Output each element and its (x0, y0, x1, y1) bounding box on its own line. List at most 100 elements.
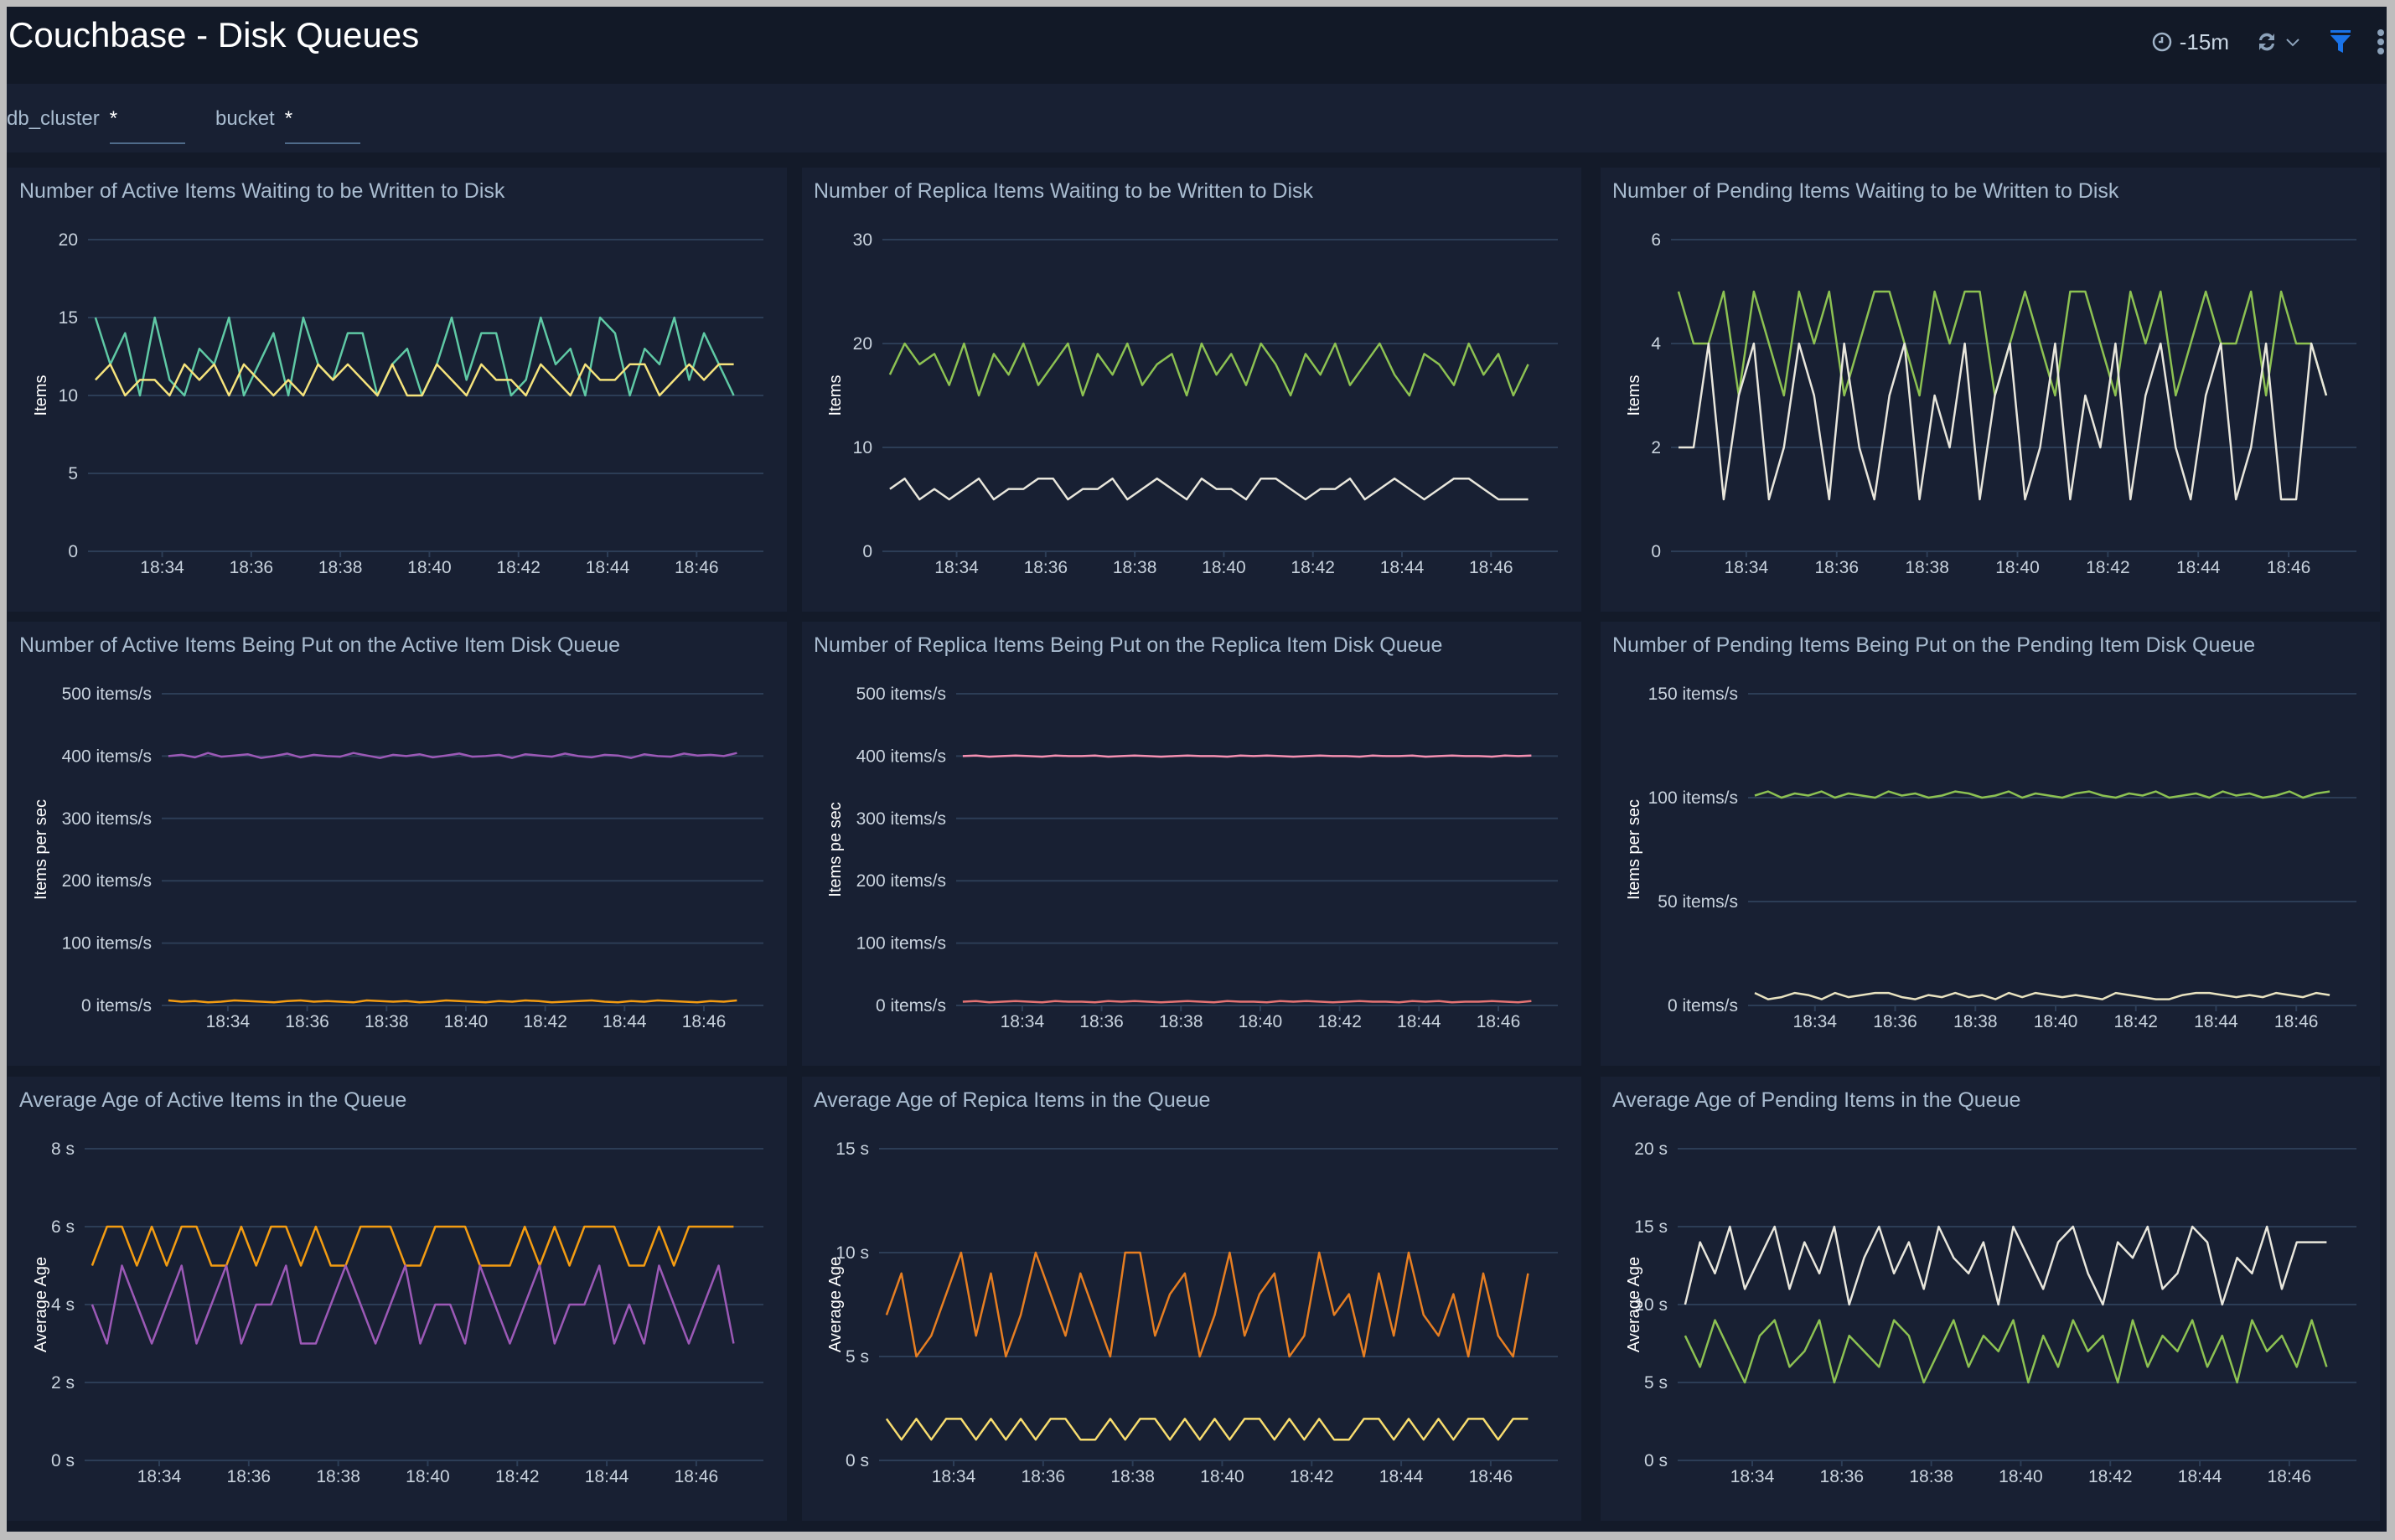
x-tick-label: 18:40 (1999, 1467, 2043, 1486)
x-tick-label: 18:36 (1814, 558, 1859, 577)
x-tick-label: 18:36 (227, 1467, 272, 1486)
panel-title: Average Age of Repica Items in the Queue (814, 1088, 1211, 1112)
x-tick-label: 18:40 (1995, 558, 2040, 577)
y-tick-label: 5 s (846, 1347, 869, 1367)
chart-panel[interactable]: Number of Pending Items Being Put on the… (1601, 622, 2380, 1066)
more-vertical-icon[interactable] (2375, 28, 2387, 56)
y-tick-label: 50 items/s (1658, 892, 1738, 912)
series-line-2[interactable] (1684, 1319, 2328, 1384)
x-tick-label: 18:40 (406, 1467, 450, 1486)
chart-panel[interactable]: Number of Pending Items Waiting to be Wr… (1601, 168, 2380, 612)
y-tick-label: 5 (68, 464, 78, 483)
y-tick-label: 20 (853, 334, 872, 354)
series-line-2[interactable] (962, 1000, 1532, 1004)
series-line-2[interactable] (94, 363, 734, 397)
series-line-2[interactable] (91, 1264, 735, 1345)
y-tick-label: 4 (1651, 334, 1661, 354)
series-line-1[interactable] (962, 754, 1532, 758)
y-axis-label: Average Age (1625, 1257, 1643, 1352)
series-line-2[interactable] (168, 999, 737, 1004)
y-tick-label: 150 items/s (1648, 685, 1738, 704)
chart-panel[interactable]: Number of Active Items Being Put on the … (8, 622, 787, 1066)
refresh-icon (2259, 33, 2274, 51)
panel-title: Number of Replica Items Being Put on the… (814, 633, 1443, 657)
series-line-1[interactable] (1754, 790, 2330, 799)
filter-icon[interactable] (2328, 29, 2353, 54)
filter-bar: db_cluster * bucket * (7, 84, 2387, 152)
y-tick-label: 400 items/s (62, 747, 152, 766)
series-line-1[interactable] (1684, 1225, 2327, 1306)
chart-panel[interactable]: Average Age of Repica Items in the Queue… (802, 1077, 1581, 1521)
x-tick-label: 18:44 (2194, 1012, 2238, 1031)
x-tick-label: 18:38 (1905, 558, 1949, 577)
filter-bucket[interactable]: bucket * (215, 107, 360, 144)
line-chart: 0 10 20 30 18:34 18:36 18:38 18:40 18:42 18:44 18:… (826, 230, 1558, 577)
x-tick-label: 18:44 (585, 1467, 629, 1486)
chevron-down-icon (2286, 39, 2299, 47)
y-tick-label: 0 items/s (81, 996, 152, 1015)
series-line-1[interactable] (888, 342, 1529, 397)
x-tick-label: 18:36 (285, 1012, 329, 1031)
chart-panel[interactable]: Number of Replica Items Waiting to be Wr… (802, 168, 1581, 612)
time-range-button[interactable]: -15m (2151, 29, 2229, 55)
x-tick-label: 18:40 (407, 558, 452, 577)
y-tick-label: 5 s (1644, 1373, 1668, 1393)
y-tick-label: 30 (853, 230, 872, 250)
x-tick-label: 18:42 (2113, 1012, 2158, 1031)
series-line-1[interactable] (94, 316, 735, 397)
x-tick-label: 18:46 (2267, 558, 2311, 577)
x-tick-label: 18:34 (1792, 1012, 1837, 1031)
x-tick-label: 18:44 (586, 558, 630, 577)
series-line-1[interactable] (91, 1225, 734, 1267)
x-tick-label: 18:42 (1291, 558, 1335, 577)
y-axis-label: Items (826, 375, 845, 416)
x-tick-label: 18:34 (1001, 1012, 1045, 1031)
x-tick-label: 18:46 (1469, 558, 1513, 577)
series-line-1[interactable] (168, 752, 737, 759)
y-tick-label: 10 s (1634, 1295, 1668, 1315)
y-tick-label: 20 s (1634, 1139, 1668, 1159)
clock-icon (2152, 32, 2171, 52)
x-tick-label: 18:46 (2268, 1467, 2312, 1486)
panel-title: Number of Pending Items Being Put on the… (1612, 633, 2256, 657)
chart-panel[interactable]: Average Age of Active Items in the Queue… (8, 1077, 787, 1521)
x-tick-label: 18:38 (1159, 1012, 1203, 1031)
y-tick-label: 10 (853, 438, 872, 457)
x-tick-label: 18:42 (495, 1467, 540, 1486)
x-tick-label: 18:42 (2086, 558, 2130, 577)
chart-panel[interactable]: Number of Replica Items Being Put on the… (802, 622, 1581, 1066)
chart-panel[interactable]: Average Age of Pending Items in the Queu… (1601, 1077, 2380, 1521)
x-tick-label: 18:46 (682, 1012, 727, 1031)
y-tick-label: 8 s (51, 1139, 75, 1159)
filter-value-input[interactable]: * (109, 107, 185, 144)
header-toolbar: -15m (2151, 25, 2387, 59)
x-tick-label: 18:42 (523, 1012, 567, 1031)
series-line-2[interactable] (889, 477, 1529, 501)
x-tick-label: 18:38 (365, 1012, 409, 1031)
panel-title: Average Age of Pending Items in the Queu… (1612, 1088, 2021, 1112)
y-tick-label: 10 (59, 386, 78, 406)
series-line-2[interactable] (1754, 991, 2330, 1000)
y-tick-label: 500 items/s (62, 685, 152, 704)
y-tick-label: 0 s (51, 1451, 75, 1470)
x-tick-label: 18:46 (2274, 1012, 2319, 1031)
x-tick-label: 18:34 (1725, 558, 1769, 577)
series-line-2[interactable] (885, 1418, 1529, 1441)
refresh-button[interactable] (2254, 29, 2301, 54)
line-chart: 0 items/s 50 items/s 100 items/s 150 items/… (1625, 685, 2356, 1031)
y-tick-label: 0 items/s (1668, 996, 1738, 1015)
y-tick-label: 15 s (1634, 1217, 1668, 1237)
filter-db-cluster[interactable]: db_cluster * (7, 107, 185, 144)
filter-value-input[interactable]: * (284, 107, 360, 144)
line-chart: 0 s 5 s 10 s 15 s 20 s 18:34 18:36 18:38 18:40 18… (1625, 1139, 2356, 1486)
x-tick-label: 18:34 (137, 1467, 182, 1486)
panel-title: Number of Pending Items Waiting to be Wr… (1612, 179, 2119, 203)
y-tick-label: 6 (1651, 230, 1661, 250)
x-tick-label: 18:40 (2034, 1012, 2078, 1031)
y-tick-label: 2 s (51, 1373, 75, 1393)
series-line-2[interactable] (1679, 342, 2328, 501)
y-tick-label: 0 s (1644, 1451, 1668, 1470)
series-line-1[interactable] (885, 1251, 1529, 1358)
x-tick-label: 18:40 (1202, 558, 1246, 577)
chart-panel[interactable]: Number of Active Items Waiting to be Wri… (8, 168, 787, 612)
